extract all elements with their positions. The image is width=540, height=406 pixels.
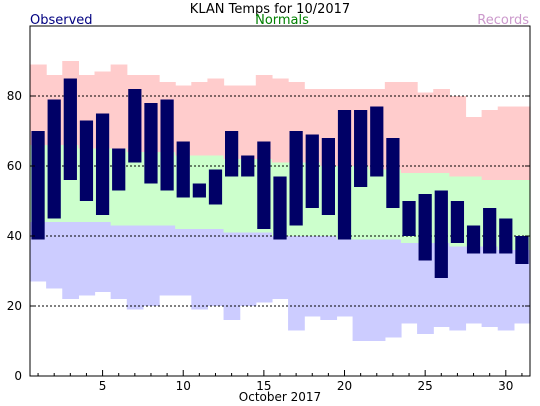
record-high-band (239, 85, 257, 159)
record-high-band (110, 64, 128, 149)
record-low-band (207, 229, 225, 306)
x-tick-label: 15 (256, 379, 271, 393)
x-tick-label: 20 (337, 379, 352, 393)
record-low-band (175, 229, 192, 296)
record-high-band (465, 117, 483, 177)
record-high-band (449, 96, 467, 177)
record-high-band (30, 64, 47, 145)
record-high-band (433, 89, 450, 173)
observed-bar (63, 78, 77, 180)
record-low-band (255, 232, 273, 303)
legend-observed: Observed (30, 13, 93, 28)
observed-bar (257, 141, 271, 229)
record-low-band (94, 222, 112, 292)
record-low-band (223, 232, 241, 320)
observed-bar (434, 190, 448, 278)
observed-bar (354, 110, 368, 187)
y-tick-label: 40 (7, 229, 22, 243)
record-low-band (288, 236, 305, 331)
observed-bar (499, 218, 513, 254)
record-high-band (191, 82, 209, 156)
observed-bar (370, 106, 384, 177)
record-low-band (400, 243, 418, 324)
observed-bar (305, 134, 319, 208)
observed-bar (112, 148, 126, 191)
record-low-band (449, 246, 467, 331)
x-tick-label: 10 (176, 379, 191, 393)
x-tick-label: 30 (498, 379, 513, 393)
observed-bar (273, 176, 287, 240)
record-low-band (336, 239, 354, 317)
record-high-band (271, 78, 289, 163)
observed-bar (289, 131, 303, 226)
record-low-band (513, 250, 531, 324)
x-tick-label: 25 (418, 379, 433, 393)
observed-bar (515, 236, 529, 264)
observed-bar (95, 113, 110, 215)
observed-bar (192, 183, 206, 198)
observed-bar (450, 201, 465, 243)
record-low-band (159, 225, 176, 296)
record-low-band (142, 225, 160, 306)
observed-bar (225, 131, 239, 177)
observed-bar (402, 201, 416, 236)
observed-bar (31, 131, 45, 240)
legend-normals: Normals (255, 13, 309, 28)
y-tick-label: 0 (14, 369, 22, 383)
record-high-band (417, 92, 434, 173)
y-tick-label: 60 (7, 159, 22, 173)
record-low-band (46, 222, 63, 289)
observed-bar (241, 155, 255, 177)
record-low-band (384, 239, 402, 338)
record-low-band (78, 222, 96, 296)
record-low-band (62, 222, 79, 299)
record-low-band (352, 239, 370, 341)
observed-bar (483, 208, 497, 254)
observed-bar (176, 141, 190, 198)
normal-band (126, 152, 144, 226)
normal-band (513, 180, 531, 250)
record-low-band (110, 225, 128, 299)
chart-title: KLAN Temps for 10/2017 (190, 2, 350, 17)
observed-bar (47, 99, 61, 219)
record-high-band (481, 110, 499, 180)
record-high-band (400, 82, 418, 173)
legend-records: Records (477, 13, 529, 28)
record-low-band (481, 246, 499, 327)
observed-bar (386, 138, 400, 208)
record-high-band (175, 85, 192, 156)
observed-bar (466, 225, 481, 254)
observed-bar (337, 110, 352, 240)
observed-bar (160, 99, 174, 191)
observed-bar (144, 103, 158, 184)
plot-area: 0 20 40 60 80 5 10 15 20 25 30 (7, 61, 531, 393)
record-low-band (239, 232, 257, 306)
record-low-band (191, 229, 209, 310)
x-axis-label: October 2017 (239, 390, 321, 404)
observed-bar (418, 194, 432, 261)
record-low-band (417, 243, 434, 334)
record-low-band (368, 239, 386, 341)
normal-band (239, 159, 257, 233)
observed-bar (128, 89, 142, 163)
plot-frame (29, 25, 531, 377)
x-tick-label: 5 (99, 379, 107, 393)
y-tick-label: 20 (7, 299, 22, 313)
normal-band (223, 159, 241, 233)
normal-band (368, 169, 386, 240)
record-low-band (304, 236, 321, 317)
record-low-band (271, 236, 289, 299)
observed-bar (79, 120, 94, 201)
record-high-band (207, 78, 225, 156)
y-tick-label: 80 (7, 89, 22, 103)
observed-bar (208, 169, 223, 205)
record-low-band (497, 250, 515, 331)
record-high-band (513, 106, 531, 180)
observed-bar (321, 138, 335, 215)
record-low-band (320, 236, 338, 320)
record-low-band (465, 246, 483, 324)
record-low-band (126, 225, 144, 310)
record-high-band (497, 106, 515, 180)
